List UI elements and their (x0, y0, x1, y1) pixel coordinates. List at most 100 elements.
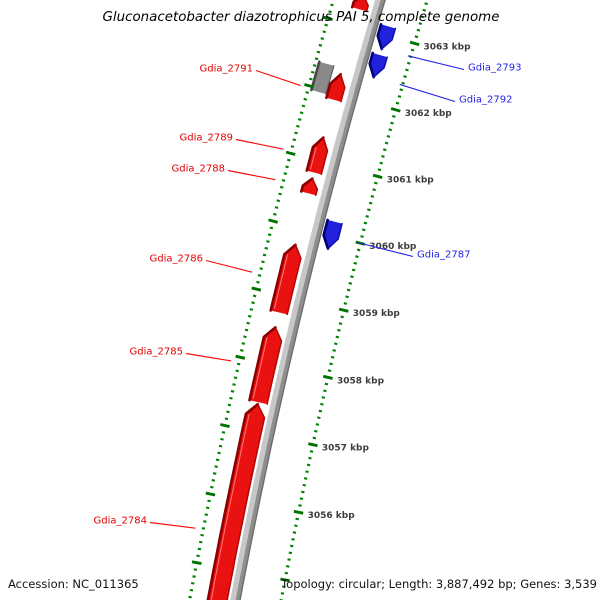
gene-arrow-Gdia_2793[interactable] (377, 24, 396, 49)
ruler-minor-tick-left-3058.1 (239, 348, 244, 352)
ruler-minor-tick-right-3063.3 (418, 22, 423, 26)
ruler-minor-tick-right-3061.4 (382, 148, 387, 152)
leader-line-Gdia_2789 (235, 138, 284, 150)
gene-arrow-Gdia_2784[interactable] (207, 404, 265, 600)
ruler-minor-tick-right-3063.6 (424, 2, 428, 6)
leader-line-Gdia_2791 (255, 69, 301, 87)
ruler-minor-tick-left-3062.8 (322, 30, 327, 34)
ruler-minor-tick-left-3055.1 (196, 554, 200, 558)
gene-label-Gdia_2791[interactable]: Gdia_2791 (200, 64, 253, 75)
ruler-minor-tick-right-3056.1 (298, 504, 302, 507)
ruler-minor-tick-right-3055.7 (292, 531, 297, 534)
ruler-minor-tick-left-3056.3 (212, 472, 217, 475)
gene-label-Gdia_2786[interactable]: Gdia_2786 (150, 254, 203, 265)
ruler-minor-tick-right-3061.5 (384, 141, 389, 145)
ruler-minor-tick-left-3063.2 (330, 3, 334, 7)
ruler-minor-tick-right-3059.9 (356, 248, 361, 252)
ruler-minor-tick-left-3054.8 (192, 575, 196, 578)
gene-highlight-Gdia_2785 (252, 337, 268, 399)
ruler-label-3056: 3056 kbp (308, 511, 356, 521)
status-accession: Accession: NC_011365 (8, 577, 139, 591)
ruler-minor-tick-right-3055.1 (284, 571, 289, 575)
gene-label-Gdia_2793[interactable]: Gdia_2793 (468, 63, 521, 74)
ruler-label-3059: 3059 kbp (353, 309, 401, 319)
ruler-minor-tick-left-3057.3 (227, 403, 232, 407)
leader-line-Gdia_2787 (357, 241, 414, 258)
gene-label-Gdia_2792[interactable]: Gdia_2792 (459, 95, 512, 106)
gene-label-Gdia_2789[interactable]: Gdia_2789 (180, 133, 233, 144)
ruler-minor-tick-right-3054.9 (282, 585, 286, 589)
ruler-minor-tick-left-3059.1 (256, 280, 260, 284)
ruler-minor-tick-right-3061.6 (386, 134, 391, 138)
gene-edge-outer-partial-gene-top (350, 0, 359, 9)
gene-edge-inner-Gdia_2791 (339, 73, 346, 103)
ruler-minor-tick-left-3059.6 (264, 246, 269, 250)
ruler-minor-tick-right-3057.5 (318, 409, 323, 413)
ruler-minor-tick-left-3062.5 (316, 50, 321, 54)
ruler-minor-tick-left-3055.7 (204, 513, 209, 517)
gene-label-Gdia_2787[interactable]: Gdia_2787 (417, 250, 470, 261)
gene-arrow-unlabeled-gray-gene[interactable] (311, 61, 334, 94)
ruler-major-tick-right-3056 (293, 509, 304, 515)
ruler-minor-tick-left-3060.7 (283, 172, 288, 176)
ruler-minor-tick-right-3060.5 (367, 208, 371, 212)
gene-arrow-Gdia_2786[interactable] (270, 244, 301, 315)
gene-edge-outer-Gdia_2786 (269, 243, 297, 312)
ruler-minor-tick-left-3057.8 (235, 369, 239, 373)
ruler-major-tick-left-3055 (191, 560, 202, 566)
ruler-minor-tick-right-3060.8 (372, 188, 376, 192)
gene-arrow-Gdia_2788[interactable] (301, 178, 318, 196)
ruler-minor-tick-left-3054.5 (188, 595, 192, 599)
gene-edge-inner-Gdia_2786 (286, 244, 302, 316)
ruler-major-tick-left-3058 (235, 354, 246, 360)
ruler-minor-tick-left-3059.5 (262, 253, 267, 257)
gene-edge-inner-Gdia_2784 (226, 403, 266, 600)
ruler-minor-tick-right-3060.7 (370, 194, 375, 198)
ruler-minor-tick-left-3062.6 (318, 43, 323, 47)
gene-edge-outer-Gdia_2792 (368, 51, 376, 79)
ruler-major-tick-left-3059 (251, 286, 262, 292)
ruler-minor-tick-left-3056.1 (210, 485, 214, 489)
ruler-minor-tick-left-3060.6 (281, 178, 286, 182)
ruler-minor-tick-left-3057.5 (230, 389, 235, 393)
gene-label-Gdia_2784[interactable]: Gdia_2784 (94, 516, 147, 527)
gene-highlight-Gdia_2784 (210, 413, 250, 600)
ruler-minor-tick-left-3057.4 (229, 396, 233, 400)
ruler-major-tick-right-3063 (409, 40, 420, 47)
ruler-minor-tick-left-3055.2 (197, 547, 202, 551)
ruler-minor-tick-right-3055.8 (294, 524, 298, 528)
ruler-major-tick-right-3058 (322, 374, 333, 380)
ruler-minor-tick-left-3057.7 (233, 376, 238, 380)
ruler-minor-tick-right-3059.7 (353, 261, 358, 265)
ruler-minor-tick-left-3060.4 (278, 192, 282, 196)
ruler-major-tick-left-3063 (323, 15, 333, 22)
leader-line-Gdia_2785 (185, 352, 232, 362)
gene-highlight-Gdia_2786 (273, 254, 289, 310)
ruler-minor-tick-left-3055.4 (200, 533, 204, 537)
gene-edge-outer-Gdia_2785 (248, 326, 277, 402)
gene-label-Gdia_2788[interactable]: Gdia_2788 (172, 164, 225, 175)
gene-arrow-Gdia_2785[interactable] (249, 327, 282, 405)
ruler-minor-tick-right-3061.9 (392, 114, 396, 118)
ruler-major-tick-left-3061 (285, 150, 296, 156)
gene-arrow-Gdia_2791[interactable] (326, 74, 345, 102)
ruler-minor-tick-left-3059.3 (259, 267, 264, 271)
ruler-minor-tick-left-3055.8 (205, 506, 210, 510)
ruler-minor-tick-left-3061.6 (299, 111, 304, 115)
ruler-minor-tick-right-3055.3 (287, 558, 291, 561)
gene-label-Gdia_2785[interactable]: Gdia_2785 (130, 347, 183, 358)
ruler-label-3063: 3063 kbp (424, 42, 472, 52)
gene-edge-inner-Gdia_2793 (380, 27, 397, 50)
ruler-major-tick-left-3062 (304, 83, 314, 89)
ruler-minor-tick-right-3062.5 (403, 75, 407, 79)
ruler-minor-tick-right-3056.9 (309, 450, 314, 453)
gene-arrow-Gdia_2792[interactable] (369, 53, 388, 78)
genome-backbone-edge (239, 0, 386, 600)
gene-arrow-Gdia_2787[interactable] (323, 219, 343, 249)
ruler-minor-tick-left-3060.5 (279, 185, 284, 189)
ruler-minor-tick-right-3062.1 (395, 101, 400, 105)
gene-arrow-partial-gene-top[interactable] (352, 0, 369, 12)
ruler-minor-tick-left-3062.2 (310, 70, 315, 74)
ruler-minor-tick-left-3056.6 (217, 451, 221, 455)
ruler-major-tick-right-3057 (307, 442, 318, 448)
